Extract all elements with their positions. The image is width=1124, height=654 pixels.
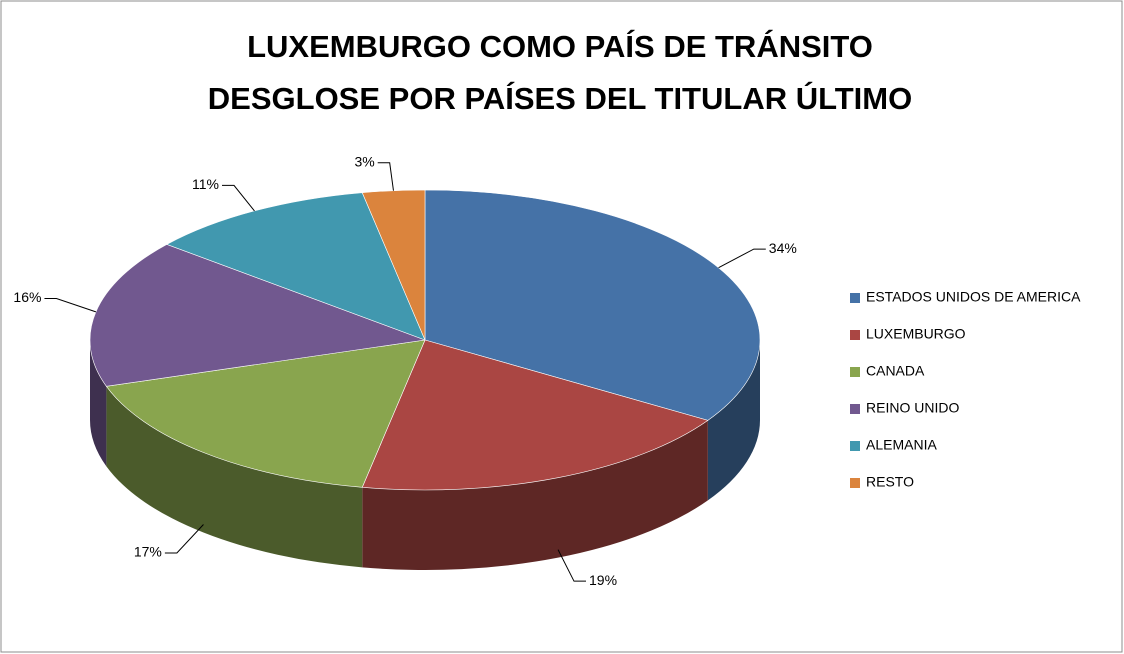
data-label: 17% bbox=[134, 544, 162, 560]
pie-side bbox=[90, 340, 107, 467]
leader-line bbox=[377, 162, 394, 191]
chart-title: DESGLOSE POR PAÍSES DEL TITULAR ÚLTIMO bbox=[208, 80, 912, 116]
leader-line bbox=[164, 524, 204, 554]
pie-side bbox=[106, 386, 363, 568]
legend-swatch bbox=[850, 293, 860, 303]
chart-title: LUXEMBURGO COMO PAÍS DE TRÁNSITO bbox=[247, 29, 873, 64]
pie-side bbox=[362, 420, 708, 570]
leader-line bbox=[44, 298, 97, 313]
leader-line bbox=[222, 184, 255, 212]
legend-label: CANADA bbox=[866, 363, 925, 379]
leader-line bbox=[718, 248, 766, 269]
leader-line bbox=[557, 549, 587, 582]
data-label: 11% bbox=[192, 176, 219, 192]
legend-label: ESTADOS UNIDOS DE AMERICA bbox=[866, 289, 1081, 305]
pie-slice bbox=[424, 189, 761, 421]
legend-label: REINO UNIDO bbox=[866, 400, 959, 416]
legend-swatch bbox=[850, 367, 860, 377]
pie-slice bbox=[361, 189, 426, 341]
legend-label: LUXEMBURGO bbox=[866, 326, 966, 342]
legend-swatch bbox=[850, 441, 860, 451]
data-label: 3% bbox=[354, 153, 374, 169]
data-label: 19% bbox=[589, 572, 617, 588]
legend-swatch bbox=[850, 330, 860, 340]
pie-slice bbox=[361, 339, 709, 491]
data-label: 16% bbox=[13, 289, 41, 305]
data-label: 34% bbox=[769, 240, 797, 256]
pie-slice bbox=[89, 244, 426, 387]
legend-swatch bbox=[850, 478, 860, 488]
legend-label: ALEMANIA bbox=[866, 437, 937, 453]
legend-swatch bbox=[850, 404, 860, 414]
legend-label: RESTO bbox=[866, 474, 914, 490]
pie-side bbox=[707, 340, 760, 501]
pie-slice bbox=[105, 339, 426, 488]
